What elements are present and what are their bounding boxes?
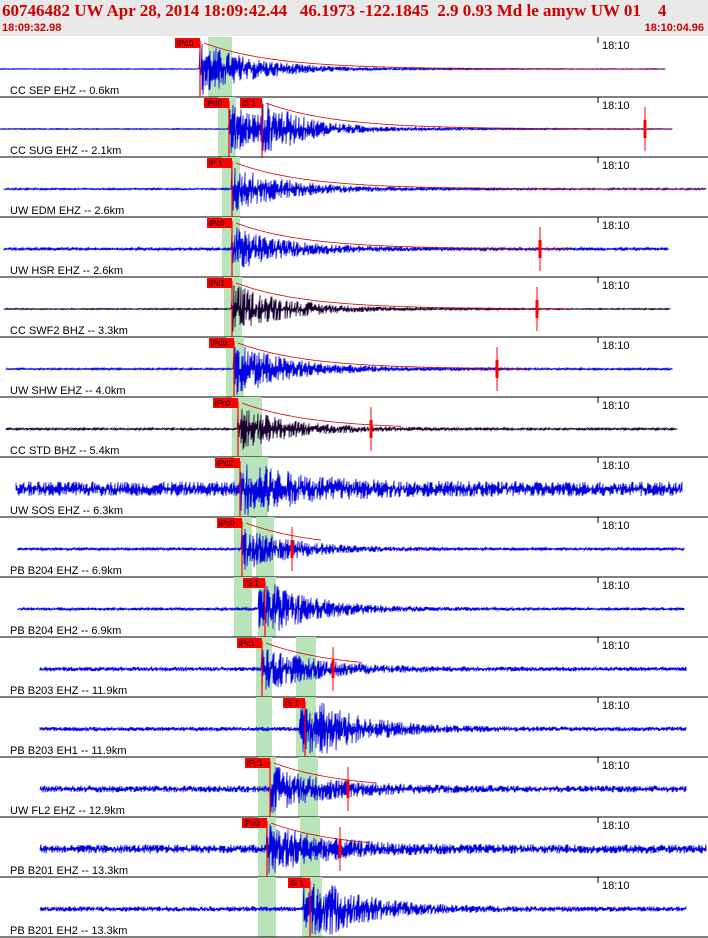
time-tick-label: 18:10: [602, 700, 630, 712]
coda-decay-curve: [235, 162, 704, 190]
station-label: PB B201 EHZ -- 13.3km: [10, 865, 128, 877]
p-pick-flag: [207, 158, 232, 168]
coda-decay-curve: [235, 282, 566, 310]
station-label: UW EDM EHZ -- 2.6km: [10, 205, 124, 217]
waveform-trace: [39, 702, 687, 754]
time-tick-label: 18:10: [602, 400, 630, 412]
time-tick-label: 18:10: [602, 880, 630, 892]
coda-decay-curve: [265, 642, 363, 663]
time-tick-label: 18:10: [602, 280, 630, 292]
station-label: UW HSR EHZ -- 2.6km: [10, 265, 123, 277]
time-tick-label: 18:10: [602, 580, 630, 592]
waveform-trace: [3, 164, 707, 211]
station-label: PB B203 EHZ -- 11.9km: [10, 685, 127, 697]
window-start-time: 18:09:32.98: [2, 22, 62, 34]
coda-decay-curve: [270, 822, 371, 844]
waveform-trace: [39, 766, 687, 813]
waveform-trace: [0, 102, 673, 154]
time-tick-label: 18:10: [602, 640, 630, 652]
station-label: UW FL2 EHZ -- 12.9km: [10, 805, 125, 817]
coda-decay-curve: [203, 42, 663, 70]
s-pick-flag: [243, 578, 265, 588]
coda-decay-curve: [265, 102, 671, 130]
p-pick-flag: [207, 278, 232, 288]
p-pick-flag: [215, 458, 240, 468]
waveform-trace: [3, 227, 669, 268]
p-pick-flag: [207, 218, 232, 228]
coda-decay-curve: [241, 402, 402, 427]
station-label: PB B201 EH2 -- 13.3km: [10, 925, 127, 937]
p-pick-label: iPc1: [247, 759, 263, 768]
station-label: PB B203 EH1 -- 11.9km: [10, 745, 127, 757]
p-pick-label: iPc0: [244, 819, 260, 828]
waveform-trace: [17, 526, 685, 570]
p-pick-flag: [237, 638, 262, 648]
event-header: 60746482 UW Apr 28, 2014 18:09:42.44 46.…: [0, 0, 708, 36]
station-label: CC SUG EHZ -- 2.1km: [10, 145, 121, 157]
coda-decay-curve: [235, 222, 569, 250]
p-pick-label: iPd0: [177, 39, 194, 48]
p-pick-flag: [213, 398, 238, 408]
s-pick-flag: [288, 878, 310, 888]
p-pick-label: iPd0: [211, 339, 228, 348]
seismogram-plot: 18:10 iPd0 CC SEP EHZ -- 0.6km 18:10 iPd0 iS …: [0, 37, 708, 938]
p-pick-label: iPc0: [215, 399, 231, 408]
time-tick-label: 18:10: [602, 220, 630, 232]
time-tick-label: 18:10: [602, 760, 630, 772]
waveform-trace: [5, 346, 673, 395]
p-pick-label: iPc1: [239, 639, 255, 648]
station-label: CC SWF2 BHZ -- 3.3km: [10, 325, 128, 337]
waveform-trace: [39, 649, 687, 691]
p-pick-flag: [175, 38, 200, 48]
waveform-trace: [15, 464, 683, 516]
station-label: UW SOS EHZ -- 6.3km: [10, 505, 123, 517]
time-tick-label: 18:10: [602, 40, 630, 52]
station-label: CC SEP EHZ -- 0.6km: [10, 85, 119, 97]
time-tick-label: 18:10: [602, 520, 630, 532]
p-pick-label: iPd1: [209, 279, 226, 288]
station-label: UW SHW EHZ -- 4.0km: [10, 385, 126, 397]
coda-decay-curve: [273, 762, 377, 784]
p-pick-label: iPc0: [219, 519, 235, 528]
coda-decay-curve: [245, 522, 322, 541]
waveform-trace: [17, 584, 685, 631]
window-end-time: 18:10:04.96: [644, 22, 704, 34]
p-window-highlight: [234, 577, 252, 637]
time-tick-label: 18:10: [602, 160, 630, 172]
time-tick-label: 18:10: [602, 460, 630, 472]
time-tick-label: 18:10: [602, 100, 630, 112]
p-window-highlight: [256, 697, 272, 757]
time-tick-label: 18:10: [602, 820, 630, 832]
s-pick-flag: [240, 98, 262, 108]
p-pick-label: iP 1: [209, 159, 223, 168]
time-tick-label: 18:10: [602, 340, 630, 352]
station-label: PB B204 EHZ -- 6.9km: [10, 565, 122, 577]
coda-decay-curve: [237, 342, 526, 369]
waveform-trace: [5, 408, 678, 450]
p-pick-flag: [242, 818, 267, 828]
s-pick-flag: [283, 698, 305, 708]
waveform-trace: [39, 824, 707, 874]
waveform-trace: [3, 285, 671, 336]
waveform-trace: [39, 883, 687, 935]
p-pick-flag: [204, 98, 229, 108]
s-pick-label: iS 1: [245, 579, 259, 588]
station-label: CC STD BHZ -- 5.4km: [10, 445, 119, 457]
p-pick-flag: [245, 758, 270, 768]
s-pick-label: iS 1: [242, 99, 256, 108]
p-pick-flag: [217, 518, 242, 528]
p-pick-flag: [209, 338, 234, 348]
s-pick-label: iS 1: [290, 879, 304, 888]
p-pick-label: iPd0: [206, 99, 223, 108]
event-title: 60746482 UW Apr 28, 2014 18:09:42.44 46.…: [2, 1, 667, 20]
station-label: PB B204 EH2 -- 6.9km: [10, 625, 121, 637]
p-pick-label: iPc0: [209, 219, 225, 228]
s-pick-label: iS 1: [285, 699, 299, 708]
p-pick-label: iPd2: [217, 459, 234, 468]
